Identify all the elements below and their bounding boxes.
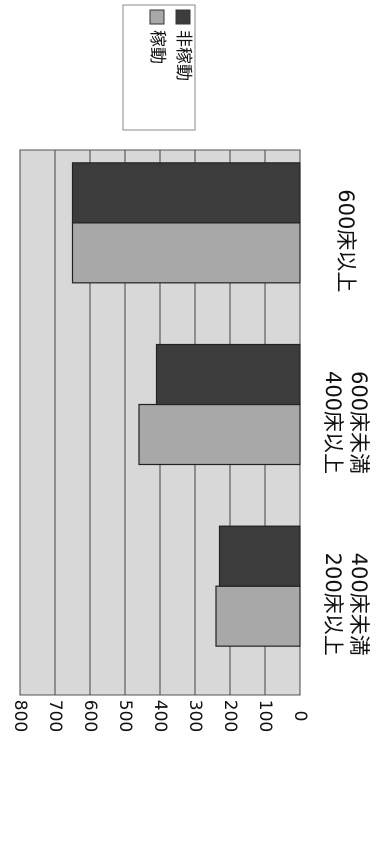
legend-swatch-稼動 — [149, 9, 165, 25]
category-label: 400床未満 — [347, 553, 371, 656]
value-tick-label: 500 — [115, 700, 135, 732]
value-tick-label: 0 — [290, 711, 310, 722]
value-tick-label: 700 — [45, 700, 65, 732]
category-label: 200床以上 — [321, 553, 345, 656]
legend-label-稼動: 稼動 — [147, 30, 167, 64]
legend-box — [122, 4, 196, 131]
bar-非稼動-0 — [218, 525, 301, 587]
category-axis-labels: 200床以上 400床未満 400床以上 600床未満 600床以上 — [321, 189, 371, 655]
legend-swatch-非稼動 — [175, 9, 191, 25]
bar-稼動-1 — [138, 403, 301, 466]
category-label: 400床以上 — [321, 371, 345, 474]
category-label: 600床以上 — [334, 189, 358, 292]
bar-稼動-2 — [71, 222, 301, 284]
value-tick-label: 100 — [255, 700, 275, 732]
bar-非稼動-2 — [71, 162, 301, 224]
category-label: 600床未満 — [347, 371, 371, 474]
bar-稼動-0 — [215, 585, 301, 647]
value-tick-label: 800 — [10, 700, 30, 732]
value-tick-label: 200 — [220, 700, 240, 732]
value-tick-label: 400 — [150, 700, 170, 732]
bars — [71, 162, 301, 647]
value-tick-label: 300 — [185, 700, 205, 732]
legend-label-非稼動: 非稼動 — [173, 30, 193, 81]
legend: 稼動 非稼動 — [122, 4, 196, 131]
value-tick-label: 600 — [80, 700, 100, 732]
bar-非稼動-1 — [155, 343, 301, 406]
value-axis-ticks: 0 100 200 300 400 500 600 700 800 — [10, 700, 310, 732]
